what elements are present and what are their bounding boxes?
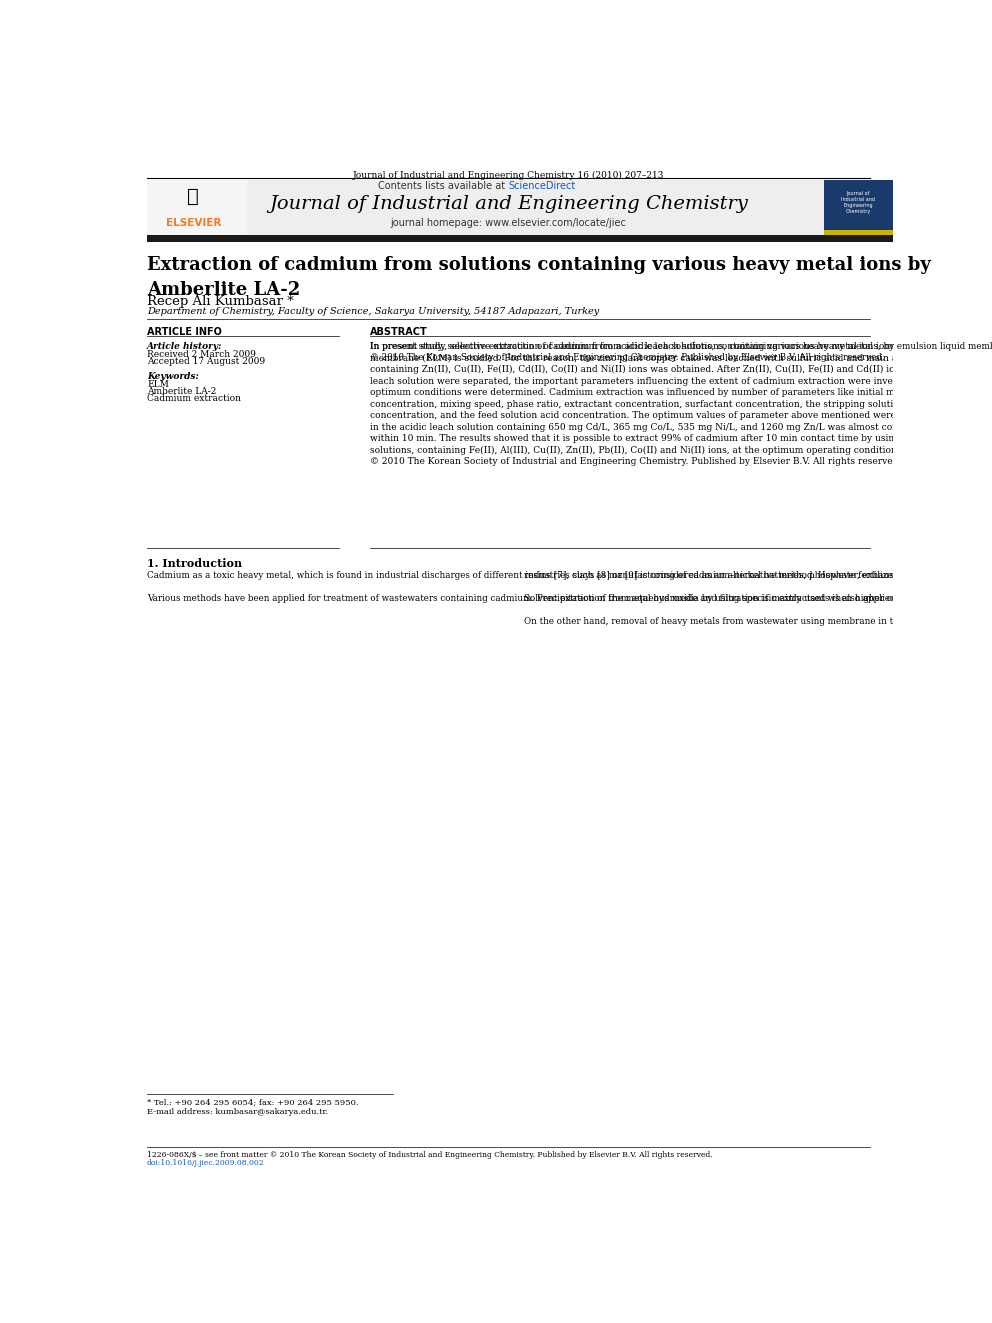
Bar (823, 230, 893, 235)
Bar (147, 180, 247, 235)
Text: Department of Chemistry, Faculty of Science, Sakarya University, 54187 Adapazari: Department of Chemistry, Faculty of Scie… (147, 307, 599, 316)
Text: ELM: ELM (147, 380, 169, 389)
Bar (823, 180, 893, 235)
Text: 1. Introduction: 1. Introduction (147, 558, 242, 569)
Text: Keywords:: Keywords: (147, 372, 199, 381)
Text: Journal of
Industrial and
Engineering
Chemistry: Journal of Industrial and Engineering Ch… (841, 192, 875, 214)
Text: 1226-086X/$ – see front matter © 2010 The Korean Society of Industrial and Engin: 1226-086X/$ – see front matter © 2010 Th… (147, 1151, 712, 1159)
Text: Cadmium extraction: Cadmium extraction (147, 394, 241, 404)
Bar (147, 180, 823, 235)
Text: resins [7], clays [8] or [9] is considered as an alternative method. However, ex: resins [7], clays [8] or [9] is consider… (524, 572, 992, 626)
Text: In present study, selective extraction of cadmium from acidic leach solutions, c: In present study, selective extraction o… (370, 343, 991, 466)
Bar (147, 235, 893, 242)
Text: In present study, selective extraction of cadmium from acidic leach solutions, c: In present study, selective extraction o… (370, 343, 992, 361)
Text: Amberlite LA-2: Amberlite LA-2 (147, 386, 216, 396)
Text: Contents lists available at: Contents lists available at (378, 181, 509, 191)
Text: * Tel.: +90 264 295 6054; fax: +90 264 295 5950.: * Tel.: +90 264 295 6054; fax: +90 264 2… (147, 1099, 358, 1107)
Text: Cadmium as a toxic heavy metal, which is found in industrial discharges of diffe: Cadmium as a toxic heavy metal, which is… (147, 572, 992, 603)
Text: 🌳: 🌳 (187, 188, 199, 206)
Text: Received 2 March 2009: Received 2 March 2009 (147, 351, 256, 360)
Text: E-mail address: kumbasar@sakarya.edu.tr.: E-mail address: kumbasar@sakarya.edu.tr. (147, 1109, 328, 1117)
Text: Accepted 17 August 2009: Accepted 17 August 2009 (147, 357, 265, 366)
Text: journal homepage: www.elsevier.com/locate/jiec: journal homepage: www.elsevier.com/locat… (391, 218, 626, 228)
Text: Journal of Industrial and Engineering Chemistry 16 (2010) 207–213: Journal of Industrial and Engineering Ch… (353, 171, 664, 180)
Text: doi:10.1016/j.jiec.2009.08.002: doi:10.1016/j.jiec.2009.08.002 (147, 1159, 265, 1167)
Text: Recep Ali Kumbasar *: Recep Ali Kumbasar * (147, 295, 294, 308)
Text: ScienceDirect: ScienceDirect (509, 181, 575, 191)
Text: ABSTRACT: ABSTRACT (370, 327, 428, 337)
Text: Article history:: Article history: (147, 343, 222, 351)
Text: ELSEVIER: ELSEVIER (166, 218, 221, 228)
Text: Journal of Industrial and Engineering Chemistry: Journal of Industrial and Engineering Ch… (269, 196, 748, 213)
Text: ARTICLE INFO: ARTICLE INFO (147, 327, 222, 337)
Text: Extraction of cadmium from solutions containing various heavy metal ions by
Ambe: Extraction of cadmium from solutions con… (147, 255, 930, 299)
